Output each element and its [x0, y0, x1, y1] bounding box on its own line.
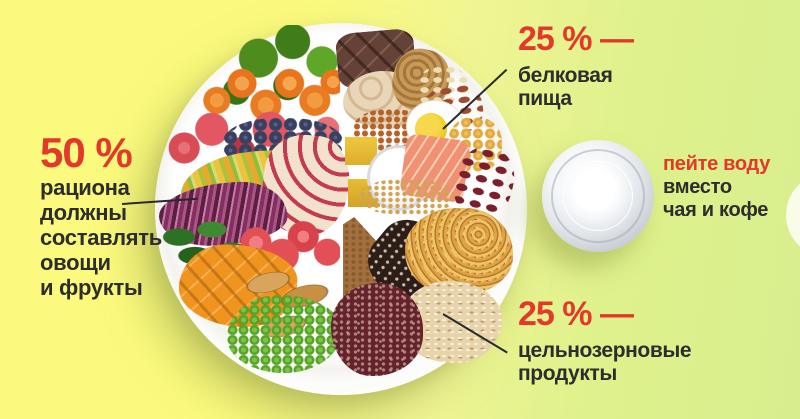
vegetables-percent: 50 % [40, 129, 133, 176]
plate [155, 23, 527, 395]
green-peas [227, 295, 342, 373]
label-grains: 25 % — цельнозерновые продукты [518, 297, 708, 385]
grains-line: продукты [518, 362, 617, 385]
protein-line: пища [518, 87, 572, 110]
label-vegetables: 50 % рациона должны составлять овощи и ф… [40, 129, 200, 301]
red-quinoa [331, 283, 423, 376]
vegetables-line: овощи [40, 250, 111, 275]
grain-seeds [359, 179, 454, 215]
water-glass [542, 140, 654, 252]
glass-rim-ring [551, 149, 645, 243]
vegetables-line: должны [40, 200, 127, 225]
water-line: чая и кофе [663, 199, 769, 221]
water-line: вместо [663, 176, 732, 198]
label-protein: 25 % — белковая пища [518, 22, 688, 110]
glass-water-surface [563, 161, 633, 231]
water-highlight: пейте воду [663, 153, 771, 175]
grains-line: цельнозерновые [518, 339, 692, 362]
vegetables-line: и фрукты [40, 275, 143, 300]
grains-percent: 25 % — [518, 295, 634, 333]
protein-percent: 25 % — [518, 20, 634, 58]
protein-line: белковая [518, 64, 613, 87]
label-water: пейте воду вместо чая и кофе [663, 153, 798, 222]
vegetables-line: составлять [40, 225, 162, 250]
vegetables-line: рациона [40, 175, 130, 200]
